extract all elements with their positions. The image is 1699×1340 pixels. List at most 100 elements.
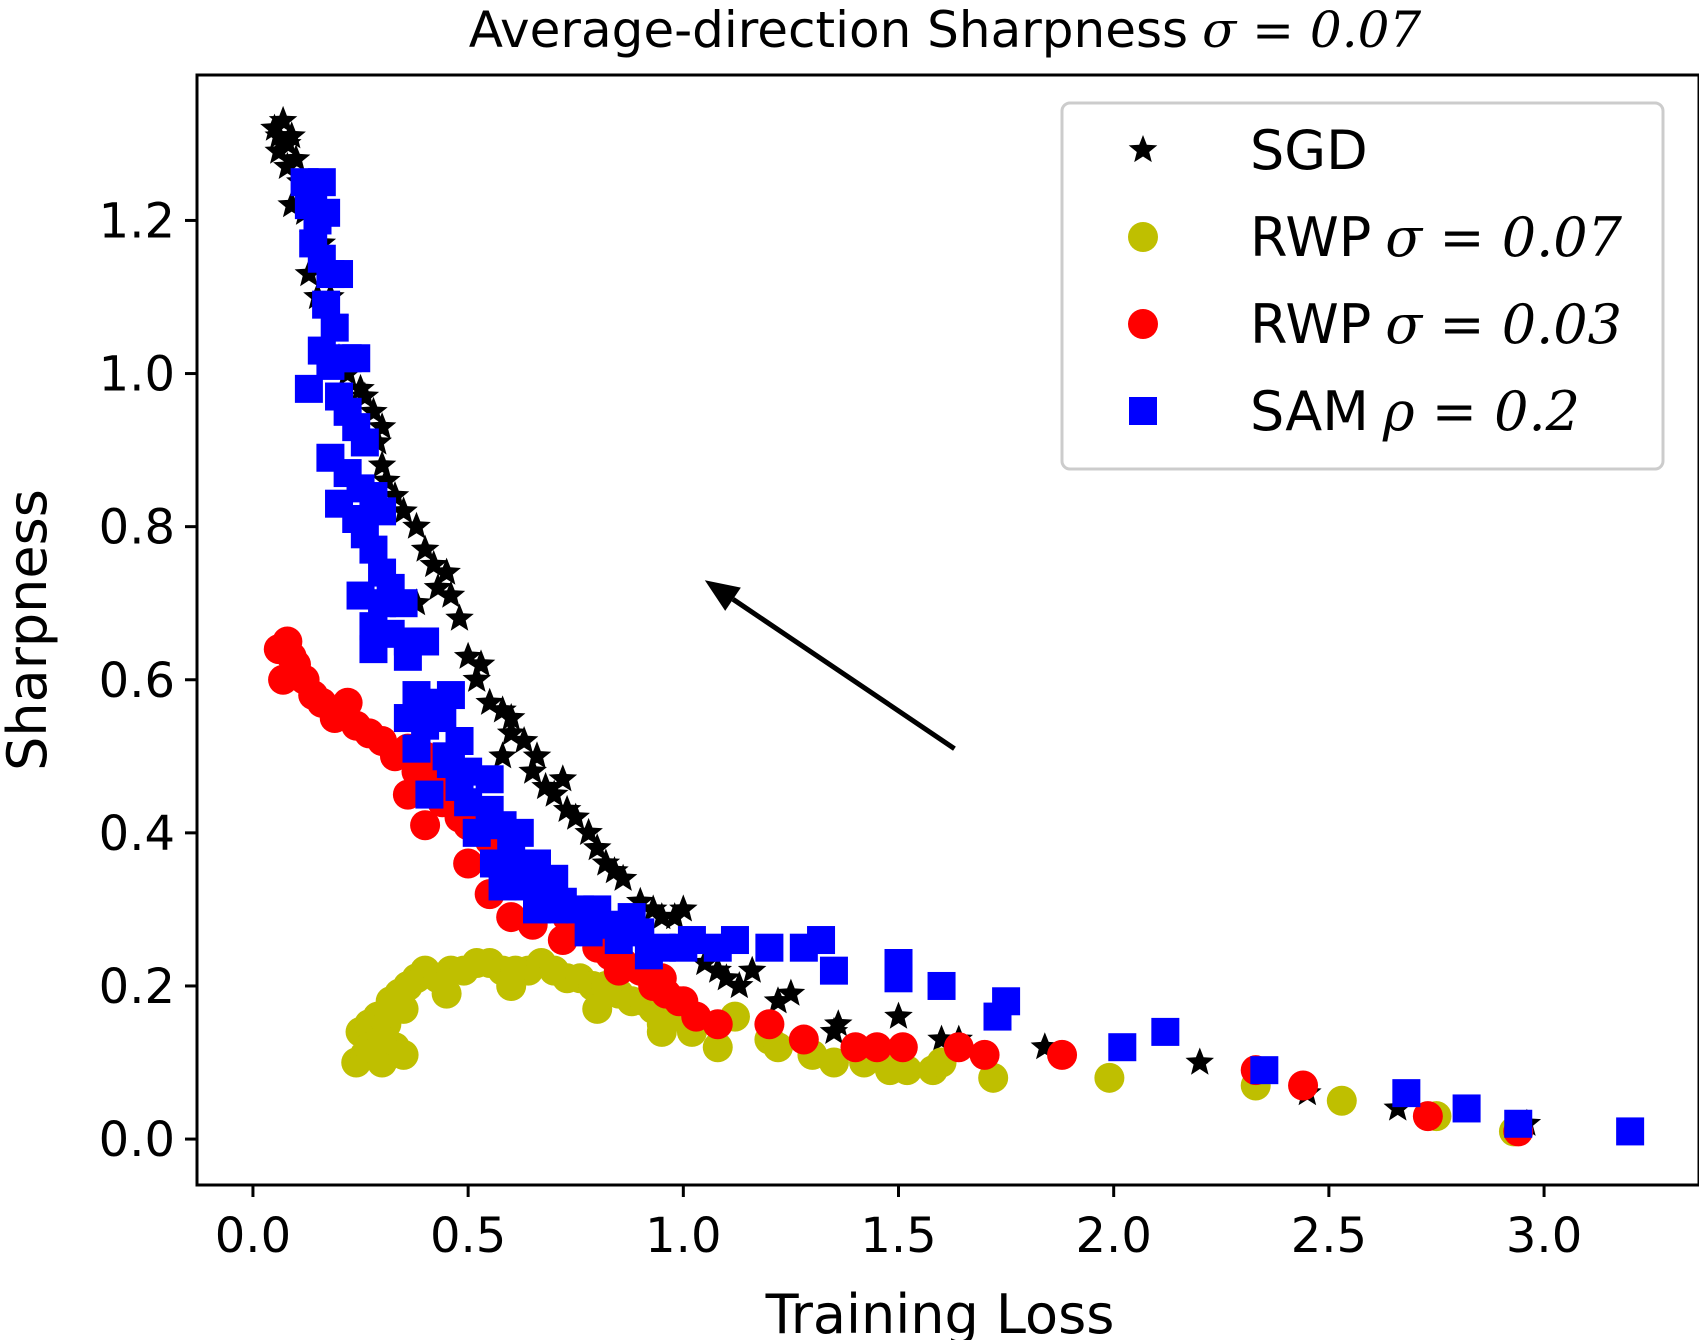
- data-point: [462, 664, 491, 692]
- data-point: [626, 886, 655, 914]
- data-point: [410, 810, 441, 841]
- data-point: [312, 198, 341, 227]
- data-point: [350, 381, 380, 409]
- legend-series-param: ρ = 0.2: [1382, 380, 1580, 443]
- data-point: [367, 1024, 398, 1055]
- data-point: [583, 833, 612, 861]
- legend-label: RWP σ = 0.03: [1250, 293, 1622, 356]
- legend-marker-circle: [1128, 309, 1158, 339]
- data-point: [669, 894, 698, 922]
- data-point: [604, 926, 633, 955]
- data-point: [887, 1032, 918, 1063]
- data-point: [475, 687, 504, 715]
- data-point: [1326, 1085, 1357, 1116]
- data-point: [359, 635, 388, 664]
- data-point: [647, 902, 677, 930]
- data-point: [488, 741, 517, 769]
- data-point: [884, 964, 913, 993]
- legend-series-param: σ = 0.03: [1385, 293, 1622, 356]
- data-point: [720, 926, 749, 955]
- data-point: [725, 971, 754, 999]
- legend-marker-square: [1129, 397, 1157, 425]
- arrow-annotation: [704, 580, 956, 751]
- data-point: [1452, 1094, 1481, 1123]
- data-point: [453, 641, 483, 669]
- data-point: [819, 1016, 849, 1044]
- data-point: [342, 344, 371, 373]
- x-tick-label: 0.5: [430, 1208, 506, 1264]
- data-point: [346, 373, 375, 401]
- data-point: [983, 1002, 1012, 1031]
- legend-series-name: RWP: [1250, 206, 1371, 269]
- x-axis-label: Training Loss: [765, 1283, 1115, 1340]
- data-point: [539, 779, 569, 807]
- data-point: [547, 925, 578, 956]
- y-tick-label: 0.8: [99, 500, 175, 556]
- data-point: [582, 993, 613, 1024]
- data-point: [453, 848, 484, 879]
- data-point: [548, 764, 578, 792]
- data-point: [380, 481, 410, 509]
- data-point: [1250, 1056, 1279, 1085]
- legend-series-name: SAM: [1250, 380, 1369, 443]
- data-point: [325, 260, 354, 289]
- y-tick-label: 0.0: [99, 1112, 175, 1168]
- data-point: [591, 848, 621, 876]
- data-point: [660, 902, 689, 930]
- data-point: [892, 1055, 923, 1086]
- data-point: [1030, 1032, 1060, 1060]
- data-point: [367, 412, 397, 440]
- legend-item-0: SGD: [1128, 119, 1368, 182]
- data-point: [819, 956, 848, 985]
- data-point: [488, 872, 517, 901]
- legend-marker-circle: [1128, 222, 1158, 252]
- data-point: [603, 955, 634, 986]
- y-axis-ticks: 0.0 0.2 0.4 0.6 0.8 1.0 1.2: [99, 193, 197, 1168]
- y-tick-label: 0.6: [99, 653, 175, 709]
- data-point: [268, 105, 298, 134]
- data-point: [475, 765, 504, 794]
- data-point: [540, 864, 569, 893]
- legend-item-3: SAM ρ = 0.2: [1129, 380, 1580, 443]
- data-point: [273, 151, 302, 179]
- data-point: [281, 144, 311, 172]
- data-point: [788, 1024, 819, 1055]
- y-tick-label: 1.2: [99, 193, 175, 249]
- legend-marker-star: [1128, 135, 1158, 163]
- plot-frame: [195, 73, 1699, 1187]
- x-tick-label: 1.5: [860, 1208, 936, 1264]
- legend-series-param: σ = 0.07: [1385, 206, 1622, 269]
- x-tick-label: 2.5: [1291, 1208, 1367, 1264]
- data-point: [668, 986, 699, 1017]
- x-tick-label: 2.0: [1076, 1208, 1152, 1264]
- data-point: [277, 121, 306, 149]
- data-point: [277, 190, 306, 218]
- chart-title: Average-direction Sharpness σ = 0.07: [469, 1, 1422, 59]
- chart-title-math: σ = 0.07: [1202, 1, 1421, 59]
- legend: SGD RWP σ = 0.07 RWP σ = 0.03 SAM ρ = 0.2: [1060, 101, 1665, 471]
- legend-label: SAM ρ = 0.2: [1250, 380, 1580, 443]
- data-point: [388, 993, 419, 1024]
- data-point: [388, 1039, 419, 1070]
- arrow-shaft: [731, 597, 956, 751]
- legend-series-name: SGD: [1250, 119, 1368, 182]
- data-point: [332, 687, 363, 718]
- data-point: [350, 428, 379, 457]
- data-point: [264, 121, 293, 149]
- data-point: [807, 926, 836, 955]
- data-point: [389, 496, 418, 524]
- data-point: [703, 955, 732, 983]
- chart-title-text: Average-direction Sharpness: [469, 1, 1188, 59]
- data-point: [505, 818, 534, 847]
- data-point: [1392, 1079, 1421, 1108]
- data-point: [861, 1032, 892, 1063]
- data-point: [1185, 1047, 1214, 1075]
- data-point: [702, 1009, 733, 1040]
- data-point: [432, 742, 461, 771]
- data-point: [600, 856, 629, 884]
- data-point: [552, 794, 582, 822]
- data-point: [927, 971, 956, 1000]
- data-point: [1504, 1109, 1533, 1138]
- x-tick-label: 3.0: [1506, 1208, 1582, 1264]
- data-point: [496, 703, 526, 731]
